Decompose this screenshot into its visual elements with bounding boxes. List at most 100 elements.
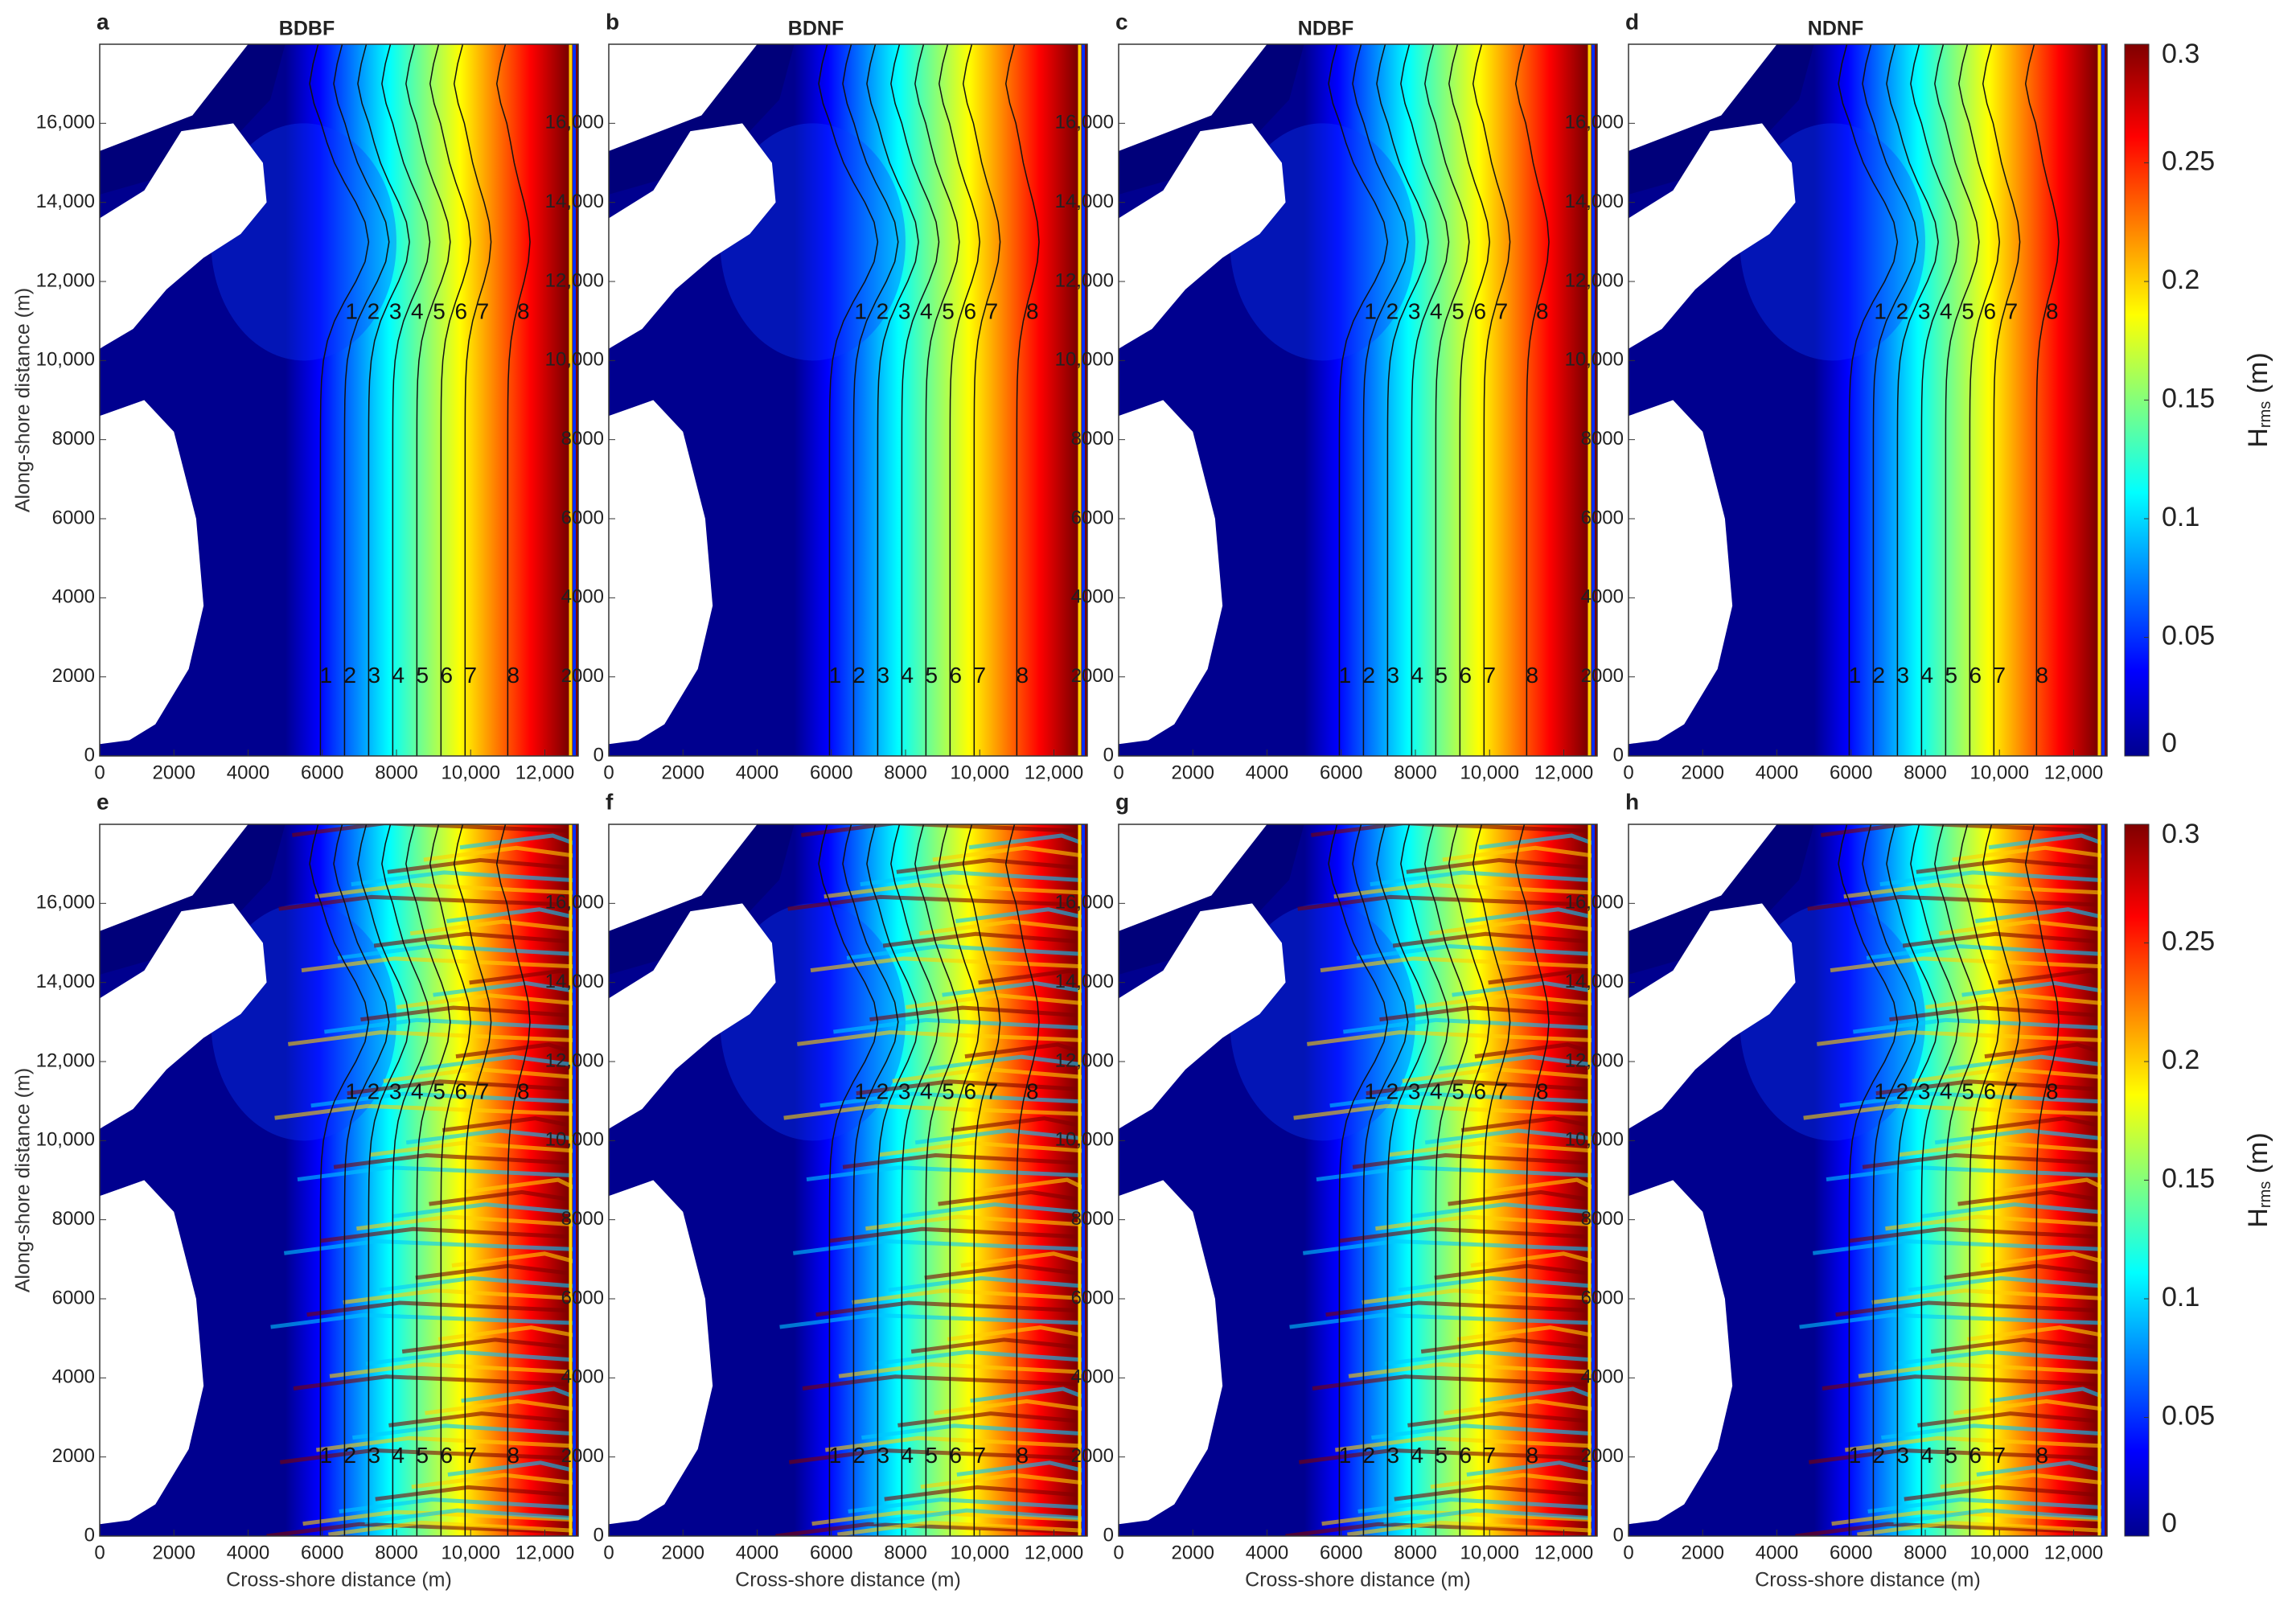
contour-label: 4: [392, 1443, 405, 1468]
contour-label: 6: [1473, 1079, 1486, 1104]
contour-label: 4: [1430, 1079, 1443, 1104]
contour-line: [1982, 44, 2021, 756]
land: [100, 903, 267, 1129]
contour-label: 7: [2006, 299, 2019, 324]
land: [1119, 903, 1286, 1129]
symbol: H: [2243, 428, 2273, 448]
land: [1119, 123, 1286, 349]
land: [100, 400, 204, 745]
contour-line: [381, 44, 431, 756]
y-tick-label: 12,000: [545, 1049, 604, 1071]
streak: [918, 919, 1084, 936]
streak: [283, 1239, 575, 1255]
streak: [1333, 882, 1594, 899]
streak: [1916, 858, 2104, 874]
streak: [1867, 1497, 2104, 1514]
streak: [1430, 1473, 1594, 1489]
streak: [796, 1030, 1084, 1046]
y-tick-label: 2000: [1071, 1445, 1114, 1467]
streak: [1893, 1508, 2104, 1525]
contour-label: 7: [1496, 1079, 1509, 1104]
panel-title: NDNF: [1808, 18, 1863, 40]
x-tick-label: 0: [1623, 762, 1633, 783]
contour-label: 4: [411, 1079, 424, 1104]
contour-label: 8: [517, 1079, 530, 1104]
streak: [1948, 1054, 2104, 1071]
y-tick-label: 12,000: [1565, 1049, 1624, 1071]
y-tick-label: 12,000: [1565, 269, 1624, 291]
edge-strip: [569, 44, 573, 756]
streak: [360, 1005, 575, 1022]
streak: [337, 944, 575, 960]
contour-line: [1886, 44, 1939, 756]
panel-letter: d: [1625, 9, 1639, 34]
contour-label: 6: [1459, 663, 1472, 688]
colorbar-tick-label: 0.05: [2162, 1400, 2215, 1431]
contour-line: [914, 44, 960, 756]
contour-label: 8: [507, 663, 520, 688]
subscript: rms: [2257, 401, 2274, 428]
contour-label: 6: [963, 1079, 976, 1104]
y-tick-label: 2000: [52, 1445, 95, 1467]
x-tick-label: 6000: [1830, 762, 1872, 783]
x-tick-label: 12,000: [1025, 1542, 1083, 1563]
contour-line: [1514, 824, 1550, 1536]
edge-strip: [573, 44, 577, 756]
streak: [829, 1226, 1084, 1243]
streak: [1392, 931, 1594, 948]
contour-label: 5: [925, 663, 938, 688]
streak: [1866, 944, 2104, 960]
colorbar-tick-label: 0.1: [2162, 502, 2199, 532]
streak: [423, 845, 575, 862]
colorbar-tick-label: 0: [2162, 1508, 2177, 1538]
edge-strip: [1587, 824, 1592, 1536]
contour-line: [453, 44, 492, 756]
contour-label: 6: [1969, 663, 1982, 688]
x-tick-label: 6000: [301, 762, 343, 783]
y-tick-label: 2000: [1071, 665, 1114, 687]
x-tick-label: 4000: [736, 762, 778, 783]
land: [609, 400, 713, 745]
edge-strip: [2097, 44, 2101, 756]
streak: [375, 1485, 575, 1501]
streak: [446, 907, 575, 923]
streak: [433, 980, 575, 997]
streak: [884, 1485, 1084, 1501]
contour-line: [818, 44, 879, 756]
streak: [1339, 1226, 1594, 1243]
streak: [896, 858, 1084, 874]
streak: [1394, 1485, 1594, 1501]
streak: [409, 919, 575, 936]
edge-strip: [2101, 824, 2105, 1536]
land: [1629, 903, 1796, 1129]
streak: [1799, 1312, 2104, 1329]
streak: [369, 1140, 575, 1157]
contour-label: 1: [345, 299, 358, 324]
heatmap: [100, 824, 578, 1536]
symbol: H: [2243, 1208, 2273, 1228]
streak: [461, 1386, 576, 1403]
land: [1629, 400, 1733, 745]
y-tick-label: 10,000: [1565, 349, 1624, 371]
streak: [1898, 1140, 2104, 1157]
contour-label: 4: [1940, 299, 1953, 324]
land: [1629, 824, 1777, 931]
y-axis-label: Along-shore distance (m): [12, 288, 35, 512]
contour-line: [1910, 44, 1960, 756]
contour-label: 3: [1897, 663, 1910, 688]
x-tick-label: 6000: [301, 1542, 343, 1563]
heatmap: [609, 44, 1087, 756]
streak: [266, 1522, 575, 1536]
panel-letter: g: [1115, 789, 1129, 814]
streak: [848, 1497, 1084, 1514]
streak: [1407, 1411, 1594, 1427]
land: [1119, 1180, 1223, 1525]
x-tick-label: 2000: [153, 762, 195, 783]
x-axis-label: Cross-shore distance (m): [226, 1569, 452, 1592]
streak: [1370, 870, 1594, 887]
streak: [1362, 1288, 1594, 1304]
contour-label: 1: [854, 1079, 867, 1104]
streak: [856, 1079, 1084, 1096]
contour-line: [1328, 44, 1389, 756]
contour-label: 4: [1411, 1443, 1424, 1468]
